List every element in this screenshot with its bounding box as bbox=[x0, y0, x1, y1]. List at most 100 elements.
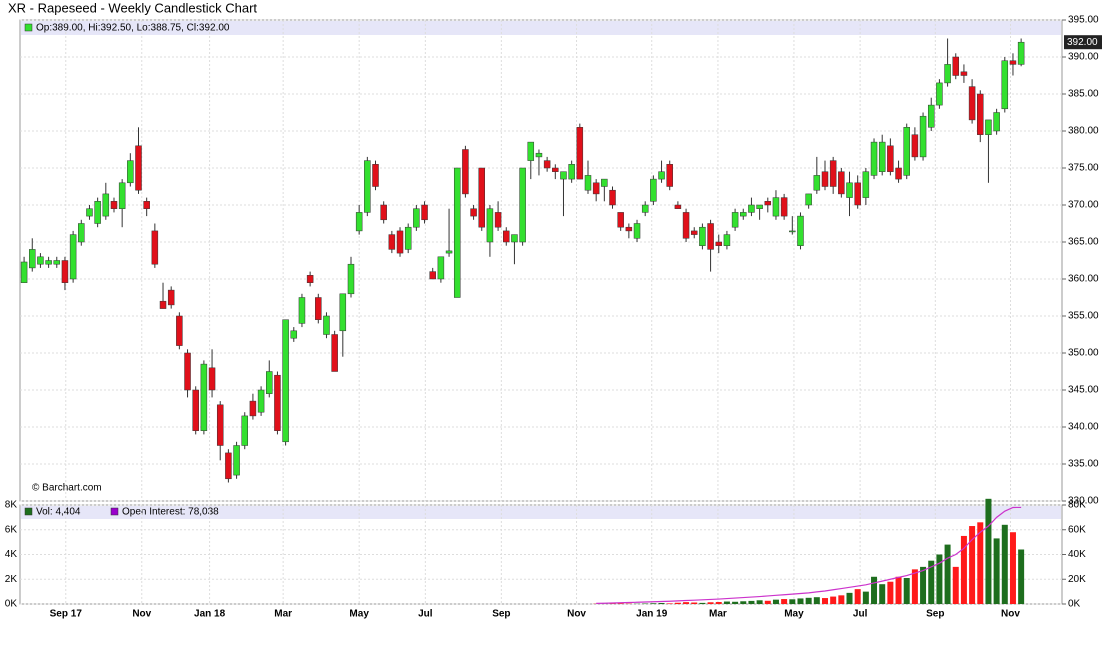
candle-body bbox=[111, 201, 117, 208]
volume-bar bbox=[1018, 550, 1024, 604]
volume-bar bbox=[732, 602, 738, 604]
candle-body bbox=[373, 164, 379, 186]
candle-body bbox=[356, 212, 362, 231]
candle-body bbox=[152, 231, 158, 264]
ohlc-legend: Op:389.00, Hi:392.50, Lo:388.75, Cl:392.… bbox=[36, 23, 230, 34]
candle-body bbox=[544, 161, 550, 168]
candle-body bbox=[29, 249, 35, 268]
volume-bar bbox=[781, 599, 787, 604]
candle-body bbox=[765, 201, 771, 205]
candle-body bbox=[266, 372, 272, 394]
candle-body bbox=[904, 127, 910, 175]
volume-bar bbox=[830, 597, 836, 604]
candle-body bbox=[740, 212, 746, 216]
candle-body bbox=[176, 316, 182, 346]
volume-bar bbox=[691, 603, 697, 604]
candle-body bbox=[822, 172, 828, 187]
candle-body bbox=[699, 227, 705, 246]
candle-body bbox=[863, 172, 869, 198]
volume-bar bbox=[618, 603, 624, 604]
y-tick-label: 355.00 bbox=[1068, 311, 1099, 322]
candle-body bbox=[136, 146, 142, 190]
volume-bar bbox=[920, 567, 926, 604]
y-tick-label: 375.00 bbox=[1068, 163, 1099, 174]
candle-body bbox=[405, 227, 411, 249]
candle-body bbox=[127, 161, 133, 183]
candle-body bbox=[185, 353, 191, 390]
volume-bar bbox=[740, 601, 746, 604]
volume-bar bbox=[879, 584, 885, 604]
chart-title: XR - Rapeseed - Weekly Candlestick Chart bbox=[8, 0, 257, 15]
volume-bar bbox=[773, 600, 779, 604]
candle-body bbox=[977, 94, 983, 135]
candle-body bbox=[896, 168, 902, 179]
candle-body bbox=[103, 194, 109, 216]
oi-tick-label: 0K bbox=[1068, 599, 1081, 610]
candle-body bbox=[70, 235, 76, 279]
y-tick-label: 345.00 bbox=[1068, 385, 1099, 396]
volume-bar bbox=[757, 600, 763, 604]
candle-body bbox=[511, 235, 517, 242]
oi-legend: Open Interest: 78,038 bbox=[122, 507, 219, 518]
volume-bar bbox=[659, 603, 665, 604]
candle-body bbox=[716, 242, 722, 246]
volume-bar bbox=[683, 602, 689, 604]
legend-swatch bbox=[25, 508, 32, 515]
x-tick-label: Jul bbox=[853, 609, 868, 620]
candle-body bbox=[37, 257, 43, 264]
candle-body bbox=[258, 390, 264, 412]
volume-bar bbox=[822, 598, 828, 604]
candle-body bbox=[299, 298, 305, 324]
candle-body bbox=[994, 113, 1000, 132]
x-tick-label: Nov bbox=[132, 609, 151, 620]
volume-bar bbox=[953, 567, 959, 604]
candle-body bbox=[217, 405, 223, 446]
volume-bar bbox=[748, 601, 754, 604]
y-tick-label: 340.00 bbox=[1068, 422, 1099, 433]
candle-body bbox=[855, 183, 861, 205]
candle-body bbox=[86, 209, 92, 216]
candle-body bbox=[985, 120, 991, 135]
volume-bar bbox=[855, 589, 861, 604]
oi-tick-label: 60K bbox=[1068, 524, 1086, 535]
x-tick-label: Sep bbox=[492, 609, 510, 620]
volume-bar bbox=[806, 598, 812, 604]
candle-body bbox=[225, 453, 231, 479]
candle-body bbox=[708, 224, 714, 250]
vol-tick-label: 6K bbox=[5, 524, 18, 535]
candle-body bbox=[691, 231, 697, 235]
candle-body bbox=[830, 161, 836, 187]
source: © Barchart.com bbox=[32, 483, 102, 494]
candle-body bbox=[209, 368, 215, 390]
oi-tick-label: 20K bbox=[1068, 574, 1086, 585]
candle-body bbox=[234, 446, 240, 476]
oi-tick-label: 40K bbox=[1068, 549, 1086, 560]
volume-bar bbox=[675, 603, 681, 604]
x-tick-label: May bbox=[784, 609, 804, 620]
volume-bar bbox=[994, 538, 1000, 604]
candle-body bbox=[479, 168, 485, 227]
candle-body bbox=[495, 212, 501, 227]
x-tick-label: Nov bbox=[1001, 609, 1020, 620]
y-tick-label: 335.00 bbox=[1068, 459, 1099, 470]
candle-body bbox=[732, 212, 738, 227]
x-tick-label: Sep 17 bbox=[50, 609, 83, 620]
volume-bar bbox=[716, 602, 722, 604]
volume-bar bbox=[887, 582, 893, 604]
candle-body bbox=[487, 209, 493, 242]
volume-bar bbox=[847, 593, 853, 604]
volume-bar bbox=[904, 578, 910, 604]
candle-body bbox=[585, 175, 591, 190]
candle-body bbox=[675, 205, 681, 209]
candle-body bbox=[332, 335, 338, 372]
y-tick-label: 365.00 bbox=[1068, 237, 1099, 248]
y-tick-label: 395.00 bbox=[1068, 15, 1099, 26]
x-tick-label: Nov bbox=[567, 609, 586, 620]
candle-body bbox=[201, 364, 207, 431]
candle-body bbox=[871, 142, 877, 175]
candle-body bbox=[847, 183, 853, 198]
x-tick-label: May bbox=[349, 609, 369, 620]
candle-body bbox=[119, 183, 125, 209]
volume-bar bbox=[797, 598, 803, 604]
